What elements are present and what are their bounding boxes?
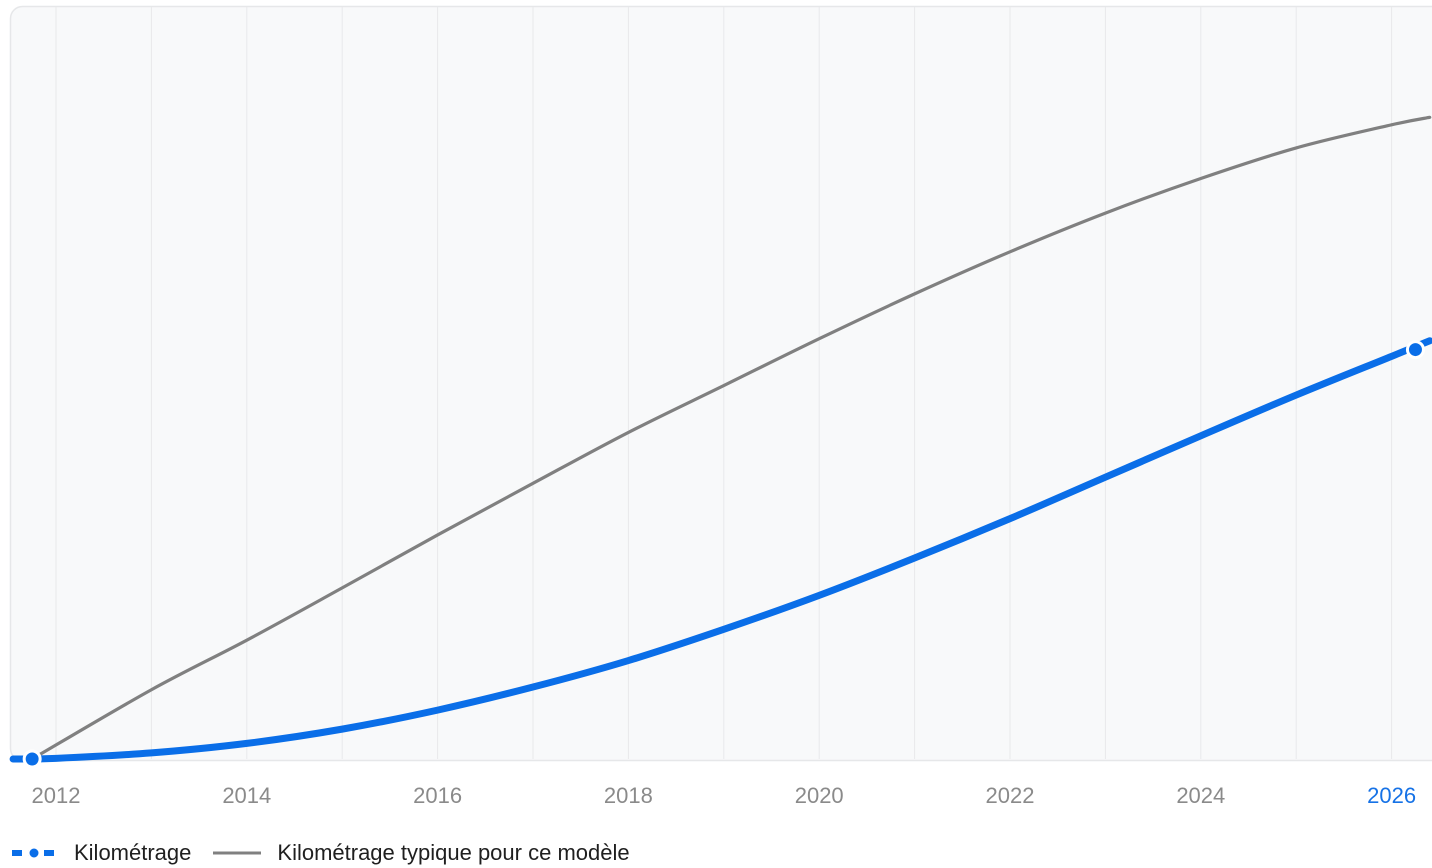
series-1-point-1[interactable] [1407,342,1423,358]
x-tick-label-2026: 2026 [1367,783,1416,808]
x-tick-label-2012: 2012 [32,783,81,808]
plot-background [11,7,1432,761]
x-tick-label-2014: 2014 [222,783,271,808]
legend: Kilométrage Kilométrage typique pour ce … [10,838,630,868]
x-tick-label-2022: 2022 [986,783,1035,808]
x-tick-label-2016: 2016 [413,783,462,808]
legend-swatch-mileage [10,846,58,860]
x-tick-label-2024: 2024 [1176,783,1225,808]
x-axis-ticks: 2012 2014 2016 2018 2020 2022 2024 2026 [32,783,1417,808]
legend-item-typical-mileage[interactable]: Kilométrage typique pour ce modèle [213,840,629,866]
x-tick-label-2018: 2018 [604,783,653,808]
x-tick-label-2020: 2020 [795,783,844,808]
series-1-point-0[interactable] [24,751,40,767]
legend-label-mileage: Kilométrage [74,840,191,866]
legend-label-typical-mileage: Kilométrage typique pour ce modèle [277,840,629,866]
legend-swatch-typical-mileage [213,846,261,860]
legend-item-mileage[interactable]: Kilométrage [10,840,191,866]
mileage-chart: 2012 2014 2016 2018 2020 2022 2024 2026 [0,0,1432,830]
